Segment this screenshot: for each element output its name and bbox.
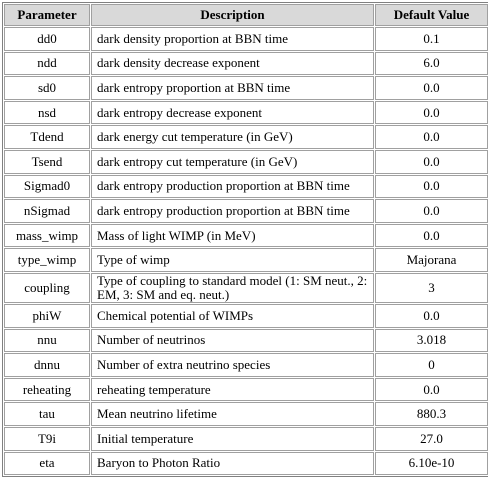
description: Chemical potential of WIMPs — [91, 303, 374, 328]
table-row: nSigmad dark entropy production proportio… — [4, 199, 488, 223]
description: Mass of light WIMP (in MeV) — [91, 223, 374, 248]
table-row: reheating reheating temperature 0.0 — [4, 377, 488, 402]
description: Type of wimp — [91, 248, 374, 272]
description: Number of neutrinos — [91, 328, 374, 353]
description: dark energy cut temperature (in GeV) — [91, 125, 374, 149]
default-value: 27.0 — [375, 426, 488, 451]
description: Type of coupling to standard model (1: S… — [91, 272, 374, 303]
parameter-name: mass_wimp — [4, 223, 90, 248]
default-value: 0.0 — [375, 199, 488, 223]
default-value: 0.0 — [375, 303, 488, 328]
table-row: dnnu Number of extra neutrino species 0 — [4, 353, 488, 377]
table-row: coupling Type of coupling to standard mod… — [4, 272, 488, 303]
default-value: Majorana — [375, 248, 488, 272]
parameter-name: dd0 — [4, 27, 90, 51]
column-header: Default Value — [375, 4, 488, 26]
table-row: dd0 dark density proportion at BBN time 0.… — [4, 27, 488, 51]
table-row: nsd dark entropy decrease exponent 0.0 — [4, 100, 488, 125]
parameter-name: dnnu — [4, 353, 90, 377]
parameter-name: coupling — [4, 272, 90, 303]
default-value: 0.0 — [375, 223, 488, 248]
description: Initial temperature — [91, 426, 374, 451]
parameter-name: Tdend — [4, 125, 90, 149]
parameter-name: nnu — [4, 328, 90, 353]
table-row: eta Baryon to Photon Ratio 6.10e-10 — [4, 451, 488, 476]
description: dark density proportion at BBN time — [91, 27, 374, 51]
description: dark entropy production proportion at BB… — [91, 174, 374, 199]
default-value: 0.0 — [375, 100, 488, 125]
table-row: Tsend dark entropy cut temperature (in Ge… — [4, 149, 488, 174]
description: dark entropy cut temperature (in GeV) — [91, 149, 374, 174]
default-value: 0.1 — [375, 27, 488, 51]
default-value: 0.0 — [375, 149, 488, 174]
description: dark density decrease exponent — [91, 51, 374, 76]
table-row: Tdend dark energy cut temperature (in GeV… — [4, 125, 488, 149]
table-row: ndd dark density decrease exponent 6.0 — [4, 51, 488, 76]
parameter-name: phiW — [4, 303, 90, 328]
default-value: 3.018 — [375, 328, 488, 353]
default-value: 0.0 — [375, 125, 488, 149]
default-value: 0.0 — [375, 377, 488, 402]
table-row: T9i Initial temperature 27.0 — [4, 426, 488, 451]
default-value: 880.3 — [375, 402, 488, 426]
parameter-name: tau — [4, 402, 90, 426]
description: Baryon to Photon Ratio — [91, 451, 374, 476]
parameter-name: Sigmad0 — [4, 174, 90, 199]
parameter-name: Tsend — [4, 149, 90, 174]
description: dark entropy proportion at BBN time — [91, 76, 374, 100]
description: Mean neutrino lifetime — [91, 402, 374, 426]
default-value: 6.0 — [375, 51, 488, 76]
description: dark entropy decrease exponent — [91, 100, 374, 125]
parameter-name: T9i — [4, 426, 90, 451]
parameter-name: nSigmad — [4, 199, 90, 223]
default-value: 0.0 — [375, 76, 488, 100]
table-row: phiW Chemical potential of WIMPs 0.0 — [4, 303, 488, 328]
column-header: Description — [91, 4, 374, 26]
parameter-name: ndd — [4, 51, 90, 76]
default-value: 6.10e-10 — [375, 451, 488, 476]
table-row: mass_wimp Mass of light WIMP (in MeV) 0.0 — [4, 223, 488, 248]
default-value: 3 — [375, 272, 488, 303]
parameter-name: eta — [4, 451, 90, 476]
description: reheating temperature — [91, 377, 374, 402]
default-value: 0 — [375, 353, 488, 377]
description: dark entropy production proportion at BB… — [91, 199, 374, 223]
table-row: nnu Number of neutrinos 3.018 — [4, 328, 488, 353]
table-row: sd0 dark entropy proportion at BBN time 0.… — [4, 76, 488, 100]
header-row: Parameter Description Default Value — [4, 4, 488, 26]
table-row: Sigmad0 dark entropy production proportio… — [4, 174, 488, 199]
table-row: tau Mean neutrino lifetime 880.3 — [4, 402, 488, 426]
parameter-name: nsd — [4, 100, 90, 125]
description: Number of extra neutrino species — [91, 353, 374, 377]
parameter-name: sd0 — [4, 76, 90, 100]
parameter-name: type_wimp — [4, 248, 90, 272]
parameter-name: reheating — [4, 377, 90, 402]
column-header: Parameter — [4, 4, 90, 26]
table-row: type_wimp Type of wimp Majorana — [4, 248, 488, 272]
default-value: 0.0 — [375, 174, 488, 199]
